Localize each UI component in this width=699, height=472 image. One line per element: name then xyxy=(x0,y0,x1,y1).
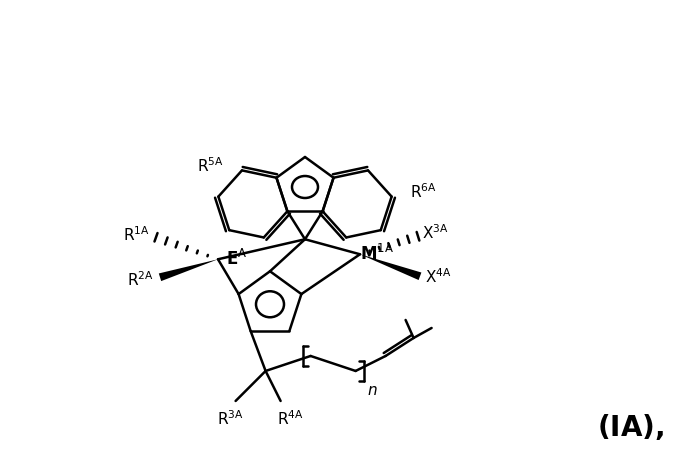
Text: $\mathbf{(IA),}$: $\mathbf{(IA),}$ xyxy=(596,412,663,442)
Text: X$^{\mathsf{3A}}$: X$^{\mathsf{3A}}$ xyxy=(422,223,449,242)
Text: R$^{\mathsf{5A}}$: R$^{\mathsf{5A}}$ xyxy=(197,156,224,175)
Text: R$^{\mathsf{2A}}$: R$^{\mathsf{2A}}$ xyxy=(127,270,154,288)
Text: R$^{\mathsf{4A}}$: R$^{\mathsf{4A}}$ xyxy=(278,409,304,428)
Polygon shape xyxy=(159,259,218,281)
Text: R$^{\mathsf{6A}}$: R$^{\mathsf{6A}}$ xyxy=(410,182,436,201)
Text: E$^{\mathsf{A}}$: E$^{\mathsf{A}}$ xyxy=(226,249,247,270)
Polygon shape xyxy=(360,254,421,280)
Text: R$^{\mathsf{1A}}$: R$^{\mathsf{1A}}$ xyxy=(123,225,150,244)
Text: X$^{\mathsf{4A}}$: X$^{\mathsf{4A}}$ xyxy=(425,267,452,286)
Text: M$^{\mathsf{1A}}$: M$^{\mathsf{1A}}$ xyxy=(360,244,394,264)
Text: R$^{\mathsf{3A}}$: R$^{\mathsf{3A}}$ xyxy=(217,409,244,428)
Text: n: n xyxy=(368,383,377,398)
